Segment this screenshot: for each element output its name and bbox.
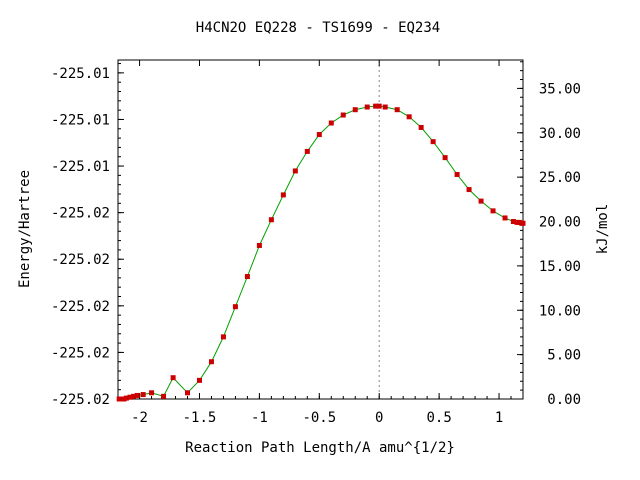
data-point (466, 187, 472, 193)
x-tick-label: 0.5 (426, 410, 451, 426)
x-tick-label: -1.5 (183, 410, 217, 426)
left-tick-label: -225.02 (51, 206, 110, 222)
x-axis: -2 -1.5 -1 -0.5 0 0.5 1 (127, 60, 512, 426)
right-axis: 0.00 5.00 10.00 15.00 20.00 25.00 30.00 35.00 (517, 61, 581, 408)
data-point (382, 104, 388, 110)
right-tick-label: 0.00 (547, 392, 581, 408)
x-tick-label: -1 (251, 410, 268, 426)
right-tick-label: 30.00 (539, 126, 581, 142)
x-tick-label: -2 (131, 410, 148, 426)
data-point (418, 124, 424, 130)
data-point (490, 208, 496, 214)
data-point (364, 104, 370, 110)
data-point (376, 103, 382, 109)
data-point (352, 107, 358, 113)
data-point (244, 274, 250, 280)
right-tick-label: 5.00 (547, 348, 581, 364)
data-point (268, 217, 274, 223)
data-point (340, 112, 346, 118)
left-tick-label: -225.02 (51, 299, 110, 315)
right-tick-label: 25.00 (539, 170, 581, 186)
left-axis: -225.02 -225.02 -225.02 -225.02 -225.02 -225.… (51, 63, 124, 408)
right-tick-label: 35.00 (539, 81, 581, 97)
data-point (478, 198, 484, 204)
left-tick-label: -225.01 (51, 66, 110, 82)
right-tick-label: 10.00 (539, 303, 581, 319)
data-point (373, 103, 379, 109)
data-point (232, 304, 238, 310)
data-point (256, 242, 262, 248)
plot-frame (117, 59, 524, 400)
right-tick-label: 20.00 (539, 215, 581, 231)
data-point (131, 393, 137, 399)
data-point (280, 192, 286, 198)
x-tick-label: 1 (495, 410, 503, 426)
x-tick-label: -0.5 (302, 410, 336, 426)
data-point (442, 155, 448, 161)
data-points (116, 103, 526, 402)
data-point (134, 392, 140, 398)
data-point (184, 390, 190, 396)
left-axis-label: Energy/Hartree (17, 170, 33, 288)
energy-curve (119, 105, 523, 400)
data-point (123, 395, 129, 401)
data-point (454, 171, 460, 177)
data-point (220, 334, 226, 340)
data-point (170, 375, 176, 381)
left-tick-label: -225.02 (51, 392, 110, 408)
x-tick-label: 0 (375, 410, 383, 426)
data-point (196, 377, 202, 383)
left-tick-label: -225.02 (51, 345, 110, 361)
right-axis-label: kJ/mol (595, 204, 611, 255)
data-point (316, 132, 322, 138)
data-point (208, 359, 214, 365)
data-point (502, 215, 508, 221)
right-tick-label: 15.00 (539, 259, 581, 275)
left-tick-label: -225.02 (51, 252, 110, 268)
data-point (292, 168, 298, 174)
data-point (304, 148, 310, 154)
data-point (161, 393, 167, 399)
data-point (328, 120, 334, 126)
data-point (430, 139, 436, 145)
left-tick-label: -225.01 (51, 112, 110, 128)
left-tick-label: -225.01 (51, 159, 110, 175)
x-axis-label: Reaction Path Length/A amu^{1/2} (185, 440, 455, 456)
data-point (510, 219, 516, 225)
data-point (520, 220, 526, 226)
data-point (140, 392, 146, 398)
data-point (406, 114, 412, 120)
chart-title: H4CN2O EQ228 - TS1699 - EQ234 (196, 20, 440, 36)
data-point (127, 394, 133, 400)
data-point (394, 107, 400, 113)
data-point (149, 390, 155, 396)
